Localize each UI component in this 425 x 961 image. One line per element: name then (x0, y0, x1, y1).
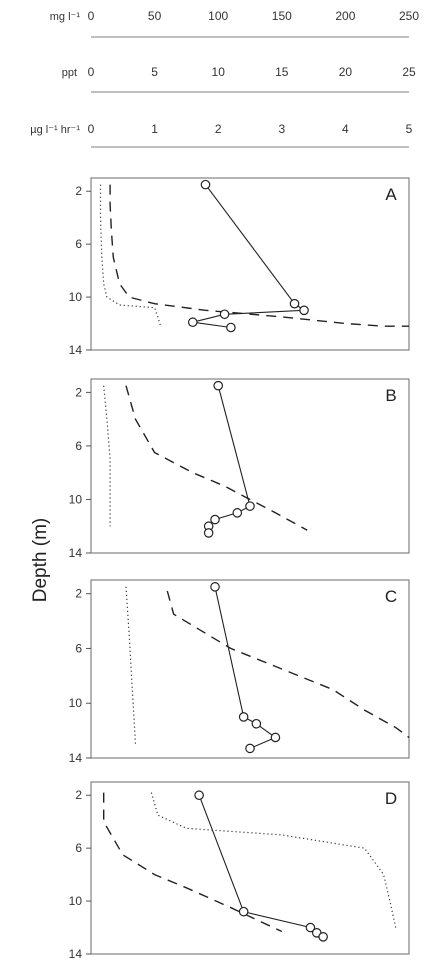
depth-tick-label: 6 (75, 641, 82, 655)
panel-c: 2 6 10 14 C (69, 579, 410, 765)
rate-data-point (289, 298, 300, 309)
dashed-profile-line (166, 590, 410, 739)
panel-frame (90, 579, 410, 759)
top-axis-tick-label: 250 (399, 9, 419, 23)
depth-axis-label: Depth (m) (30, 518, 51, 602)
depth-tick-label: 14 (69, 546, 83, 560)
rate-data-point (203, 528, 214, 538)
dashed-profile-line (109, 184, 409, 327)
depth-tick-label: 10 (69, 894, 83, 908)
panel-d: 2 6 10 14 D (69, 781, 410, 961)
depth-tick-label: 6 (75, 841, 82, 855)
depth-tick-label: 6 (75, 237, 82, 251)
top-axis-tick-label: 20 (339, 65, 353, 79)
rate-data-point (318, 931, 328, 942)
top-axis-label: mg l⁻¹ (50, 11, 81, 23)
depth-tick-label: 10 (69, 290, 83, 304)
rate-data-point (219, 309, 230, 320)
rate-profile-line (198, 795, 324, 938)
panel-letter: B (385, 386, 396, 405)
depth-tick-label: 2 (75, 184, 82, 198)
rate-data-point (213, 380, 223, 391)
rate-data-point (187, 317, 198, 328)
top-axis-tick-label: 5 (151, 65, 158, 79)
panels: 2 6 10 14 A 2 6 10 14 B 2 6 10 14 C 2 6 10 14 D (69, 177, 410, 961)
depth-tick-label: 2 (75, 788, 82, 802)
top-axis-label: µg l⁻¹ hr⁻¹ (30, 124, 80, 136)
rate-data-point (210, 514, 220, 525)
panel-frame (90, 781, 410, 955)
rate-profile-line (192, 184, 306, 329)
depth-tick-label: 14 (69, 947, 83, 961)
top-axis-tick-label: 4 (342, 122, 349, 136)
dotted-profile-line (150, 792, 397, 931)
rate-data-point (251, 718, 262, 729)
depth-tick-label: 2 (75, 385, 82, 399)
panel-letter: A (385, 185, 397, 204)
panel-b: 2 6 10 14 B (69, 378, 410, 560)
top-axis-tick-label: 25 (402, 65, 416, 79)
depth-tick-label: 10 (69, 492, 83, 506)
panel-frame (90, 378, 410, 554)
rate-data-point (200, 179, 211, 190)
top-axis-tick-label: 50 (148, 9, 162, 23)
rate-data-point (299, 305, 309, 316)
rate-profile-line (214, 586, 277, 749)
depth-tick-label: 10 (69, 696, 83, 710)
depth-tick-label: 14 (69, 751, 83, 765)
depth-tick-label: 6 (75, 439, 82, 453)
panel-a: 2 6 10 14 A (69, 177, 410, 357)
panel-letter: C (385, 587, 397, 606)
top-axis-tick-label: 0 (88, 65, 95, 79)
dashed-profile-line (102, 792, 283, 933)
dashed-profile-line (125, 385, 308, 531)
top-axis-tick-label: 100 (208, 9, 228, 23)
dotted-profile-line (125, 586, 137, 745)
rate-profile-line (208, 385, 251, 533)
top-axis-tick-label: 0 (88, 122, 95, 136)
top-axis-tick-label: 200 (335, 9, 355, 23)
rate-data-point (226, 322, 236, 333)
top-axis-tick-label: 1 (151, 122, 158, 136)
top-axis-tick-label: 0 (88, 9, 95, 23)
rate-data-point (245, 743, 255, 754)
rate-data-point (232, 508, 243, 518)
rate-data-point (194, 790, 204, 801)
depth-tick-label: 2 (75, 587, 82, 601)
top-axis-tick-label: 3 (278, 122, 285, 136)
rate-data-point (270, 732, 281, 743)
top-axis-tick-label: 150 (272, 9, 292, 23)
dotted-profile-line (103, 385, 111, 527)
dotted-profile-line (99, 184, 162, 328)
top-axis-tick-label: 5 (406, 122, 413, 136)
rate-data-point (245, 501, 255, 511)
top-axis-tick-label: 15 (275, 65, 289, 79)
depth-tick-label: 14 (69, 343, 83, 357)
rate-data-point (305, 922, 316, 933)
top-axis-tick-label: 10 (212, 65, 226, 79)
rate-data-point (238, 712, 249, 722)
top-axis-tick-label: 2 (215, 122, 222, 136)
panel-letter: D (385, 789, 397, 808)
top-axis-label: ppt (62, 67, 77, 79)
panel-frame (90, 177, 410, 351)
rate-data-point (210, 582, 220, 592)
rate-data-point (238, 906, 249, 917)
